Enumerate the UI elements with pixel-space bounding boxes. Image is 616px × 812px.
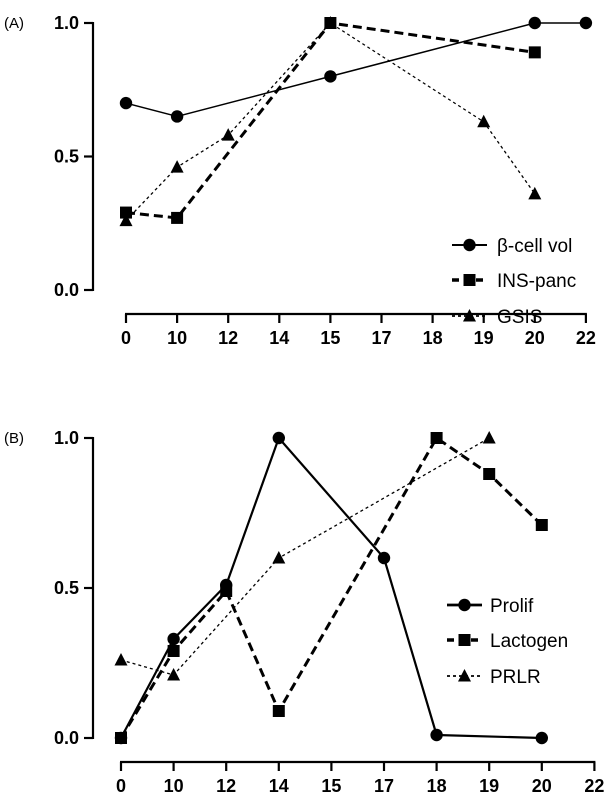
x-tick-label: 19	[474, 328, 494, 348]
series-line	[119, 436, 543, 739]
series-line	[125, 21, 536, 220]
data-point	[579, 16, 593, 30]
legend-marker	[463, 274, 476, 286]
x-tick-label: 14	[269, 776, 289, 796]
data-point	[377, 551, 391, 565]
x-tick-label: 0	[116, 776, 126, 796]
panel-label: (A)	[4, 15, 24, 32]
x-tick-label: 19	[479, 776, 499, 796]
data-point	[477, 114, 491, 128]
x-tick-label: 10	[167, 328, 187, 348]
series-triangle	[114, 431, 496, 681]
series-circle	[114, 431, 548, 745]
series-line	[120, 437, 490, 676]
data-point	[535, 731, 548, 745]
x-tick-label: 15	[321, 776, 341, 796]
data-point	[171, 211, 184, 224]
data-point	[272, 431, 285, 445]
legend-label: Prolif	[490, 596, 534, 617]
data-point	[528, 46, 541, 59]
series-line	[125, 22, 586, 118]
legend-marker	[458, 669, 471, 682]
legend-label: GSIS	[497, 307, 542, 328]
data-point	[220, 578, 233, 592]
y-tick-label: 1.0	[54, 13, 79, 33]
data-point	[482, 431, 496, 444]
data-point	[167, 632, 180, 646]
data-point	[170, 110, 184, 123]
y-tick-label: 0.5	[54, 147, 79, 167]
x-tick-label: 0	[121, 328, 131, 348]
x-tick-label: 18	[423, 328, 443, 348]
series-line	[125, 22, 536, 222]
data-point	[535, 519, 548, 531]
data-point	[272, 551, 286, 564]
legend-label: β-cell vol	[497, 236, 572, 257]
x-tick-label: 15	[320, 328, 340, 348]
legend-label: INS-panc	[497, 271, 576, 292]
series-line	[120, 436, 542, 740]
series-triangle	[119, 16, 542, 227]
x-tick-label: 18	[427, 776, 447, 796]
data-point	[120, 206, 132, 219]
x-tick-label: 10	[164, 776, 184, 796]
data-point	[483, 468, 496, 480]
data-point	[272, 705, 285, 717]
legend-marker	[458, 634, 471, 646]
panel-b: (B) 0.0 0.5 1.0 0 10 12 14 15 17 18 19 20 22 Prolif Lac…	[4, 428, 604, 796]
series-square	[120, 17, 541, 224]
y-tick-label: 1.0	[54, 428, 79, 448]
x-tick-label: 17	[374, 776, 394, 796]
data-point	[528, 16, 541, 30]
x-tick-label: 12	[218, 328, 238, 348]
data-point	[119, 96, 133, 110]
data-point	[430, 432, 443, 444]
data-point	[221, 128, 235, 141]
data-point	[119, 213, 133, 227]
x-tick-label: 22	[584, 776, 604, 796]
y-tick-label: 0.5	[54, 578, 79, 598]
y-tick-label: 0.0	[54, 280, 79, 300]
series-circle	[119, 16, 593, 123]
x-tick-label: 20	[532, 776, 552, 796]
data-point	[528, 186, 542, 200]
x-tick-label: 20	[525, 328, 545, 348]
legend: β-cell vol INS-panc GSIS	[452, 236, 576, 328]
data-point	[114, 653, 128, 666]
x-tick-label: 14	[269, 328, 289, 348]
y-tick-label: 0.0	[54, 728, 79, 748]
legend-label: PRLR	[490, 667, 541, 688]
panel-a: (A)0.00.51.00 10 12 14 15 17 18 19 20 22β-cell vo…	[4, 13, 596, 348]
data-point	[170, 160, 184, 173]
x-tick-label: 12	[216, 776, 236, 796]
data-point	[167, 645, 180, 657]
data-point	[114, 731, 128, 745]
data-point	[324, 17, 337, 29]
legend-marker	[458, 598, 471, 612]
legend-marker	[463, 238, 476, 252]
x-tick-label: 22	[576, 328, 596, 348]
panel-label: (B)	[4, 430, 24, 447]
x-tick-label: 17	[371, 328, 391, 348]
legend-marker	[463, 309, 476, 322]
data-point	[167, 668, 181, 681]
data-point	[324, 70, 337, 83]
legend-label: Lactogen	[490, 631, 568, 652]
legend: Prolif Lactogen PRLR	[447, 596, 568, 688]
data-point	[430, 728, 443, 742]
series-square	[115, 432, 548, 744]
